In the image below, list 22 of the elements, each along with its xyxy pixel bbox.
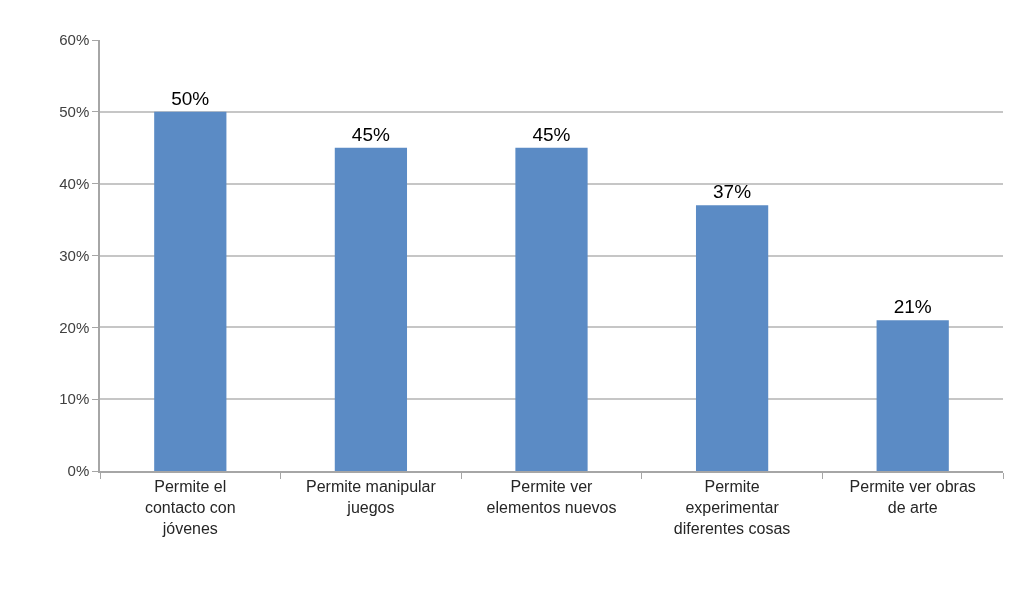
y-tick-label: 50% — [59, 103, 90, 121]
data-label: 50% — [171, 87, 210, 109]
y-tick-label: 0% — [67, 462, 90, 480]
data-label: 37% — [713, 181, 752, 203]
y-tick-label: 30% — [59, 246, 90, 264]
data-label: 21% — [893, 296, 932, 318]
y-tick-label: 20% — [59, 318, 90, 336]
x-tick-label: Permite experimentar diferentes cosas — [673, 477, 791, 537]
x-tick-label: Permite el contacto con jóvenes — [144, 477, 236, 537]
x-tick-label: Permite ver obras de arte — [849, 477, 976, 516]
y-tick-label: 60% — [59, 31, 90, 49]
x-tick-label: Permite manipular juegos — [305, 477, 437, 516]
y-tick-label: 40% — [59, 174, 90, 192]
bar — [154, 111, 227, 471]
bar — [515, 147, 588, 471]
bar — [334, 147, 408, 471]
bar — [876, 320, 949, 471]
bar — [695, 205, 769, 471]
y-tick-label: 10% — [59, 390, 90, 408]
data-label: 45% — [532, 123, 571, 145]
data-label: 45% — [351, 123, 390, 145]
x-tick-label: Permite ver elementos nuevos — [486, 477, 617, 516]
